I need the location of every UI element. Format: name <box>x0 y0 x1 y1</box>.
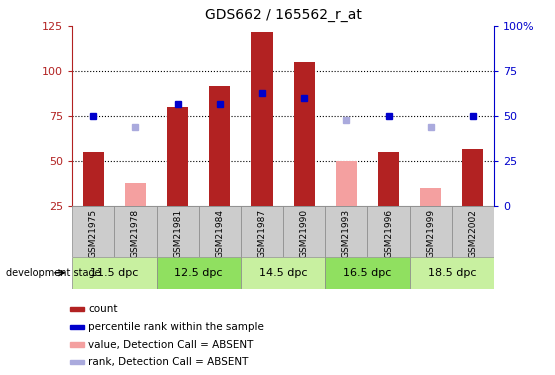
Text: GSM21981: GSM21981 <box>173 209 182 258</box>
Text: value, Detection Call = ABSENT: value, Detection Call = ABSENT <box>88 339 253 350</box>
Bar <box>251 32 273 206</box>
Text: 18.5 dpc: 18.5 dpc <box>427 268 476 278</box>
Bar <box>241 257 325 289</box>
Text: development stage: development stage <box>6 268 100 278</box>
Text: rank, Detection Call = ABSENT: rank, Detection Call = ABSENT <box>88 357 248 368</box>
Bar <box>410 206 452 257</box>
Text: GSM21975: GSM21975 <box>89 209 98 258</box>
Text: GSM21984: GSM21984 <box>215 209 224 258</box>
Text: GSM22002: GSM22002 <box>468 209 477 258</box>
Bar <box>294 62 315 206</box>
Text: GSM21996: GSM21996 <box>384 209 393 258</box>
Bar <box>70 325 84 329</box>
Text: GSM21987: GSM21987 <box>258 209 266 258</box>
Bar <box>209 86 230 206</box>
Title: GDS662 / 165562_r_at: GDS662 / 165562_r_at <box>205 9 361 22</box>
Bar <box>420 188 441 206</box>
Bar <box>410 257 494 289</box>
Text: 11.5 dpc: 11.5 dpc <box>90 268 139 278</box>
Text: count: count <box>88 304 118 314</box>
Text: GSM21990: GSM21990 <box>300 209 309 258</box>
Bar <box>70 307 84 311</box>
Bar <box>325 257 410 289</box>
Bar <box>114 206 157 257</box>
Bar <box>72 206 114 257</box>
Bar <box>241 206 283 257</box>
Bar <box>125 183 146 206</box>
Text: GSM21978: GSM21978 <box>131 209 140 258</box>
Text: GSM21999: GSM21999 <box>426 209 435 258</box>
Bar <box>452 206 494 257</box>
Text: 12.5 dpc: 12.5 dpc <box>174 268 223 278</box>
Bar <box>72 257 157 289</box>
Bar <box>336 161 357 206</box>
Bar <box>199 206 241 257</box>
Bar <box>157 206 199 257</box>
Text: 14.5 dpc: 14.5 dpc <box>259 268 307 278</box>
Text: 16.5 dpc: 16.5 dpc <box>343 268 392 278</box>
Text: GSM21993: GSM21993 <box>342 209 351 258</box>
Bar <box>283 206 325 257</box>
Text: percentile rank within the sample: percentile rank within the sample <box>88 322 264 332</box>
Bar <box>378 152 399 206</box>
Bar <box>70 342 84 346</box>
Bar <box>157 257 241 289</box>
Bar <box>325 206 367 257</box>
Bar <box>462 148 483 206</box>
Bar <box>167 107 188 206</box>
Bar <box>70 360 84 364</box>
Bar <box>367 206 410 257</box>
Bar <box>83 152 104 206</box>
